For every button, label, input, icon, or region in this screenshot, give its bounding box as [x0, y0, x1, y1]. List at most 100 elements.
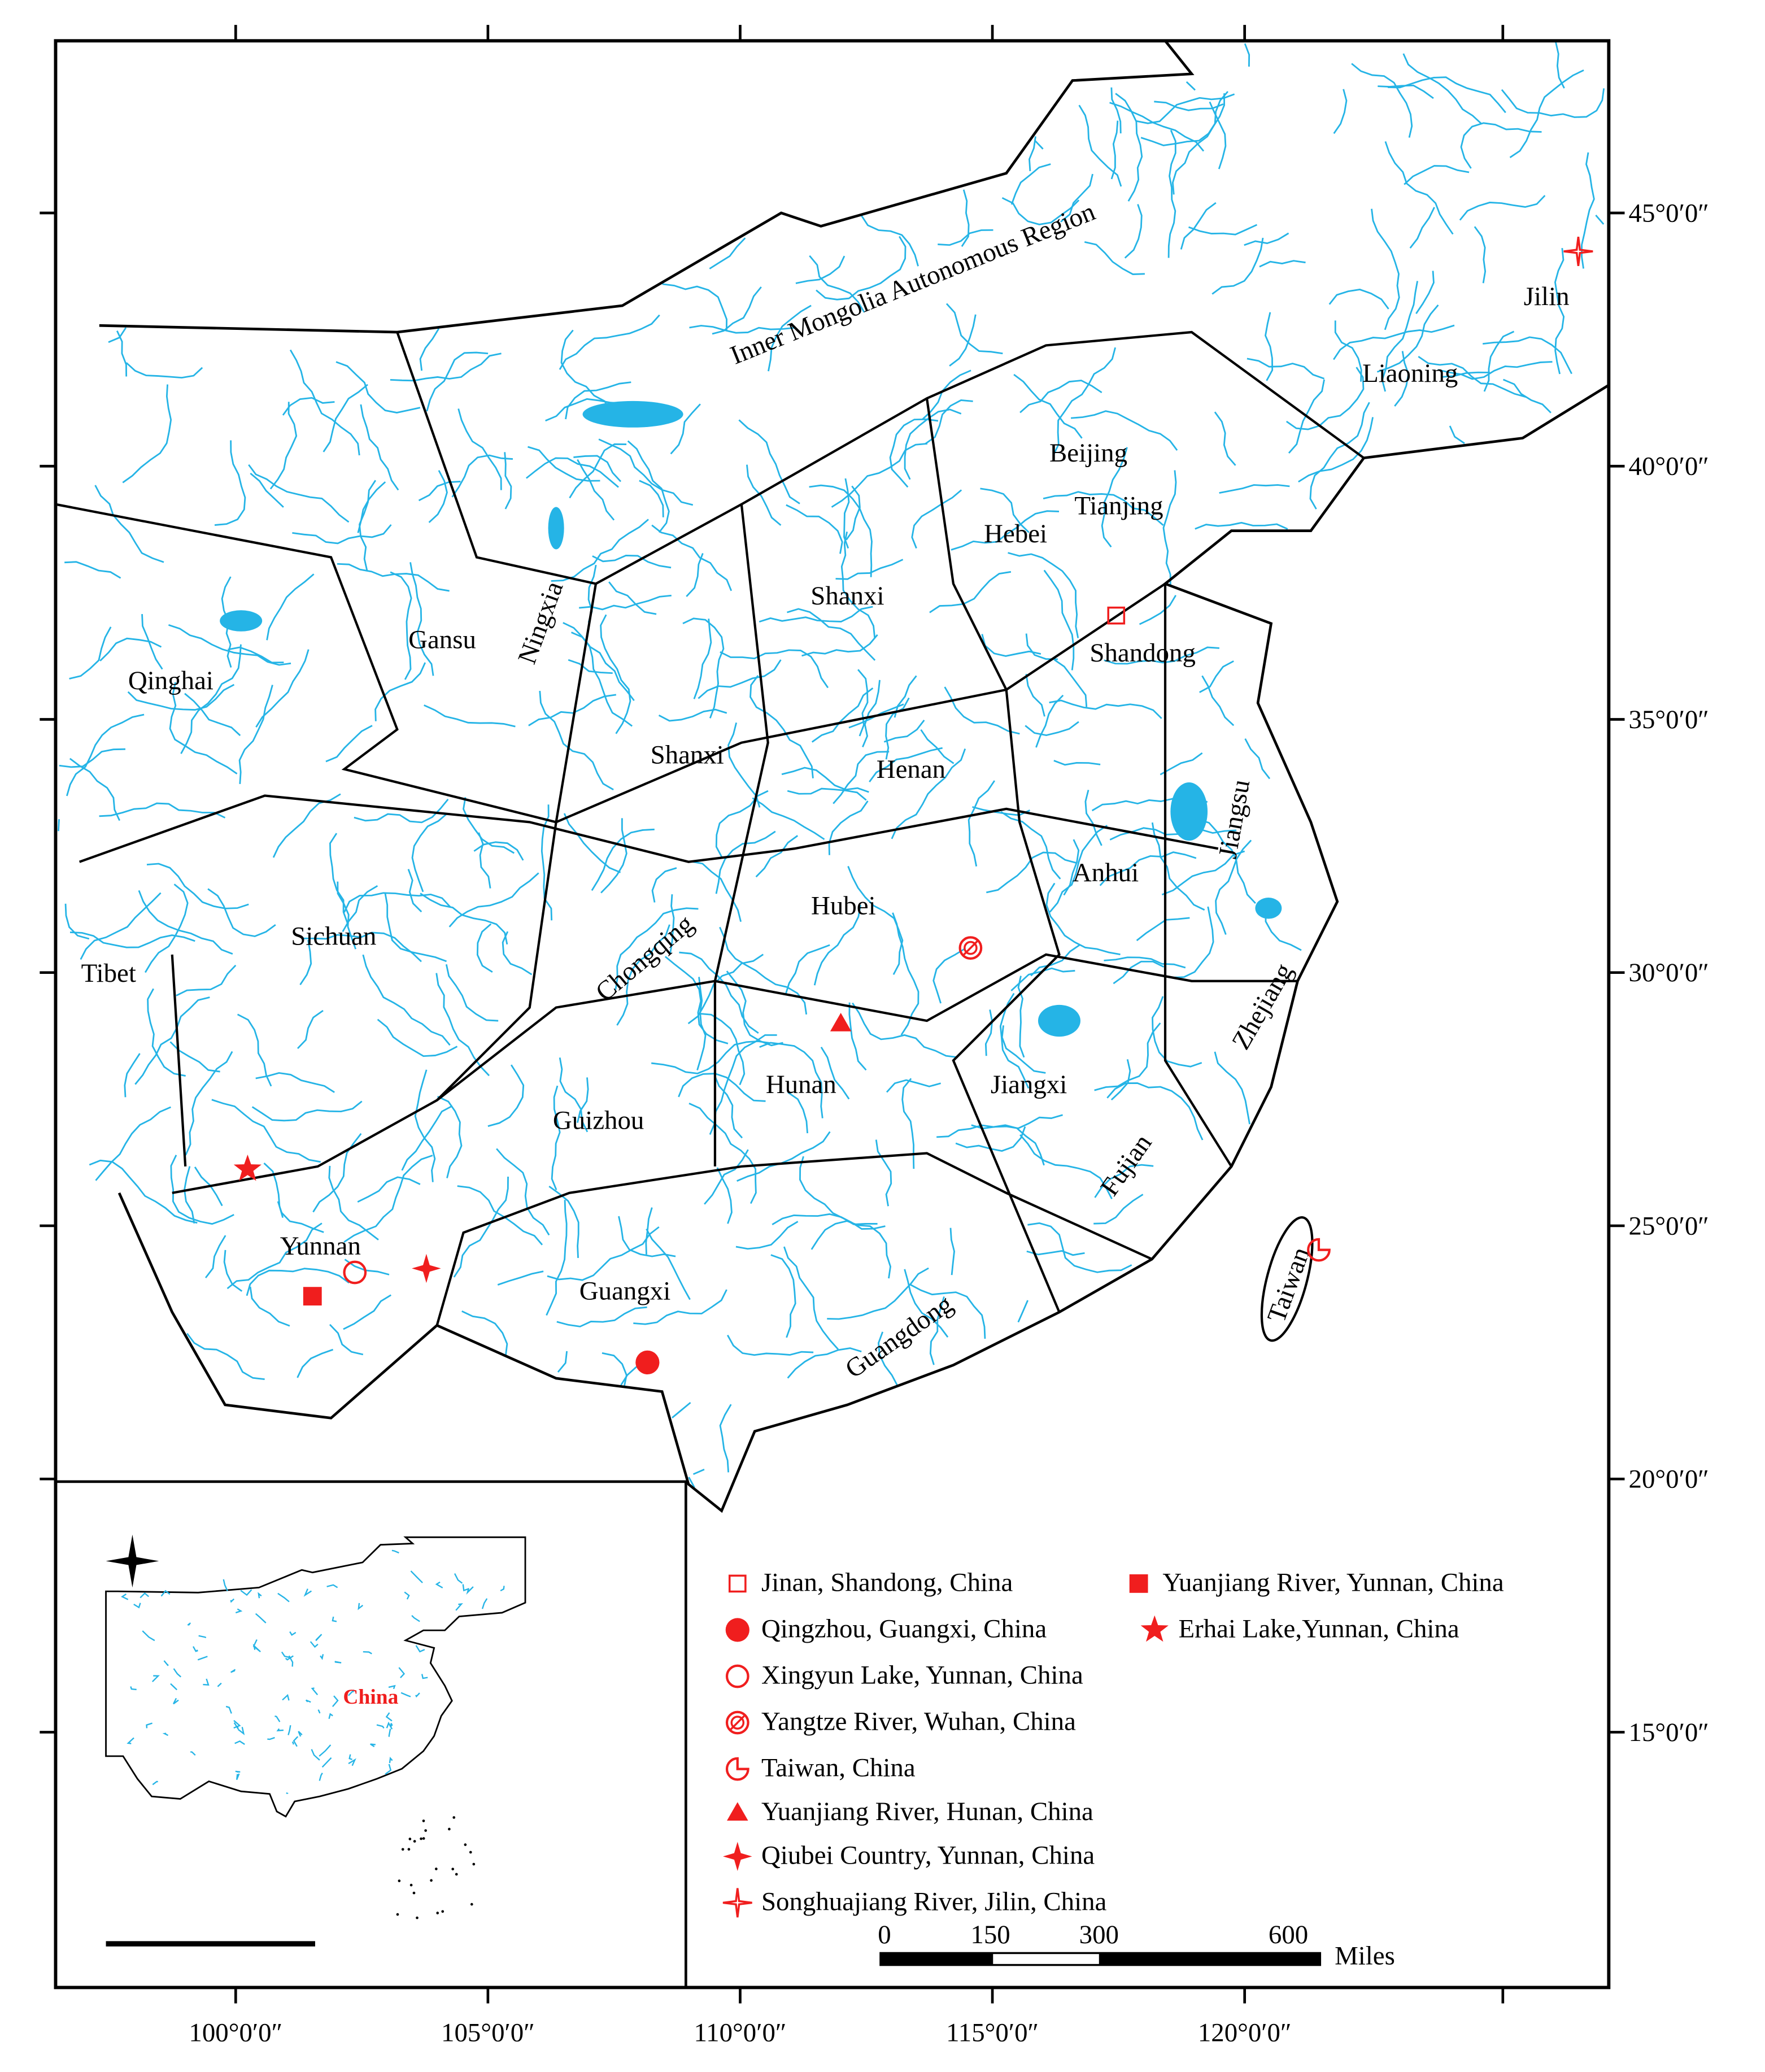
river [1201, 675, 1235, 726]
inset-river [121, 1593, 129, 1600]
inset-river [152, 1675, 160, 1682]
symbol-ring [725, 1710, 749, 1735]
river [615, 907, 699, 990]
river [122, 384, 172, 484]
river [390, 352, 502, 382]
river [453, 1176, 509, 1278]
river [1010, 967, 1075, 991]
river [600, 818, 627, 894]
inset-river [187, 1622, 191, 1626]
symbol-open-circle [343, 1260, 367, 1285]
symbol-star [1140, 1615, 1169, 1642]
river [207, 888, 276, 937]
river [170, 1155, 234, 1225]
river [1244, 43, 1250, 67]
symbol-pacman [725, 1757, 749, 1781]
inset-river [140, 1592, 150, 1599]
river [929, 1296, 945, 1365]
river [1415, 271, 1435, 314]
river [1140, 91, 1228, 146]
river [1001, 1025, 1046, 1074]
river [1049, 699, 1162, 719]
inset-river [376, 1724, 385, 1729]
river [228, 646, 284, 664]
inset-river [288, 1655, 294, 1667]
legend-label: Qiubei Country, Yunnan, China [761, 1840, 1095, 1870]
inset-river [370, 1743, 376, 1747]
river [1247, 358, 1325, 380]
river [911, 489, 962, 549]
river [57, 819, 60, 832]
lake [1255, 898, 1282, 919]
river [875, 1139, 892, 1207]
region-label: Tianjing [1074, 491, 1163, 521]
scale-bar-segment [1099, 1953, 1321, 1965]
inset-island [441, 1910, 444, 1913]
river [768, 304, 812, 372]
river [335, 361, 421, 413]
inset-island [472, 1862, 476, 1866]
river [487, 1064, 525, 1128]
legend: Jinan, Shandong, China Qingzhou, Guangxi,… [722, 1568, 1504, 1971]
longitude-label: 110°0′0″ [694, 2018, 786, 2048]
river [1019, 380, 1102, 413]
river [862, 680, 881, 748]
river [1093, 1194, 1144, 1225]
symbol-thin-star [1563, 236, 1593, 266]
inset-river [319, 1744, 332, 1757]
river [1483, 336, 1572, 375]
inset-river [398, 1667, 406, 1678]
river [860, 215, 919, 267]
river [1394, 351, 1410, 407]
inset-river [281, 1651, 291, 1659]
river [569, 443, 627, 499]
latitude-label: 30°0′0″ [1629, 958, 1709, 987]
inset-river [400, 1692, 411, 1697]
river [827, 1267, 929, 1320]
river [1045, 882, 1121, 955]
river [1113, 960, 1165, 985]
river [428, 470, 448, 523]
river [1418, 355, 1527, 398]
river [1214, 411, 1236, 466]
river [1555, 42, 1565, 89]
river [64, 903, 90, 940]
inset-river [310, 1641, 319, 1648]
inset-island [413, 1840, 416, 1843]
river [1152, 996, 1202, 1068]
river [573, 455, 622, 482]
inset-river [348, 1754, 352, 1760]
river [831, 442, 928, 508]
province-border [435, 1152, 1153, 1326]
river [1199, 660, 1234, 693]
river [746, 464, 782, 526]
river [359, 480, 377, 571]
scale-label: 600 [1269, 1920, 1308, 1949]
river [1459, 195, 1546, 221]
legend-label: Taiwan, China [761, 1753, 916, 1783]
river [1104, 956, 1186, 969]
longitude-label: 115°0′0″ [946, 2018, 1039, 2048]
river [1027, 1222, 1132, 1273]
river [95, 1106, 171, 1181]
river [646, 1228, 691, 1300]
inset-river [267, 1736, 275, 1740]
river [886, 1079, 942, 1093]
inset-river [258, 1592, 262, 1599]
legend-label: Yuanjiang River, Hunan, China [761, 1797, 1093, 1826]
river [712, 286, 762, 335]
river [457, 408, 502, 490]
inset-river [236, 1773, 240, 1781]
inset-river [332, 1695, 339, 1707]
river [894, 675, 917, 718]
river [478, 832, 491, 889]
river [463, 797, 515, 854]
inset-river [303, 1588, 312, 1597]
river [411, 812, 448, 893]
river [687, 954, 764, 1025]
river [883, 720, 925, 743]
river [302, 931, 422, 963]
river [124, 1053, 141, 1098]
river [1030, 944, 1080, 977]
river [608, 581, 657, 615]
